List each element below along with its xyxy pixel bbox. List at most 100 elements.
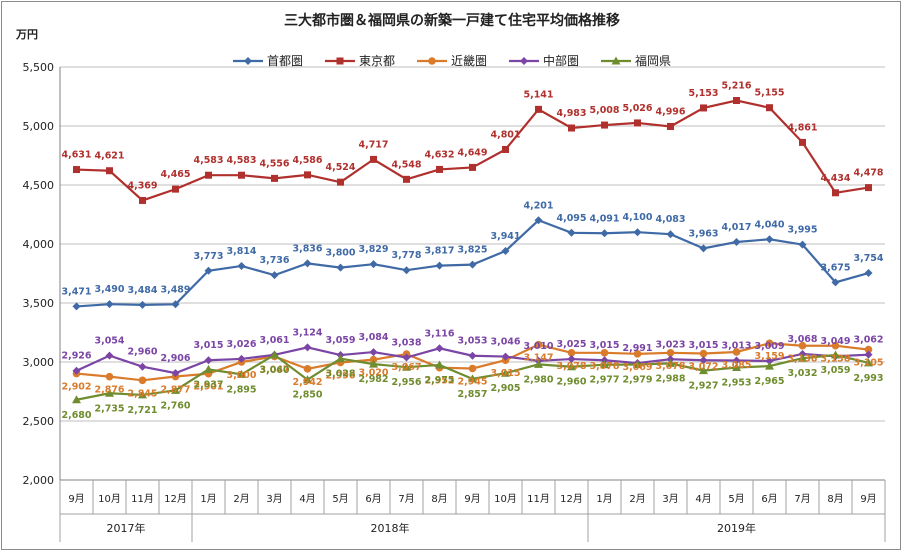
data-point: [138, 376, 147, 385]
data-label: 3,778: [391, 250, 421, 261]
x-tick-label: 1月: [200, 493, 216, 505]
data-point: [699, 349, 708, 358]
chart-title: 三大都市圏＆福岡県の新築一戸建て住宅平均価格推移: [284, 13, 620, 29]
data-label: 3,138: [820, 354, 850, 365]
data-point: [435, 344, 444, 353]
x-tick-label: 9月: [464, 493, 480, 505]
data-point: [666, 358, 675, 367]
data-point: [204, 364, 213, 373]
data-label: 3,028: [325, 369, 355, 380]
data-label: 2,965: [754, 376, 784, 387]
x-tick-label: 8月: [431, 493, 447, 505]
data-point: [864, 358, 873, 367]
data-point: [766, 104, 773, 112]
legend-item: 東京都: [324, 52, 395, 69]
data-point: [501, 246, 510, 255]
x-tick-label: 12月: [164, 493, 187, 505]
data-point: [304, 171, 311, 179]
data-label: 3,062: [853, 335, 883, 346]
data-label: 4,095: [556, 213, 586, 224]
data-point: [568, 124, 575, 132]
y-tick-label: 5,500: [23, 61, 55, 74]
legend: 首都圏 東京都 近畿圏 中部圏 福岡県: [0, 52, 904, 69]
legend-marker: [243, 56, 252, 65]
data-label: 2,721: [127, 405, 157, 416]
data-point: [699, 366, 708, 375]
data-label: 4,996: [655, 106, 685, 117]
data-label: 3,084: [358, 332, 388, 343]
data-label: 3,060: [259, 365, 289, 376]
data-label: 2,905: [490, 383, 520, 394]
data-label: 2,902: [61, 382, 91, 393]
data-point: [633, 359, 642, 368]
data-point: [72, 395, 81, 404]
legend-swatch: [232, 56, 263, 65]
x-tick-label: 9月: [860, 493, 876, 505]
data-point: [501, 352, 510, 361]
data-point: [369, 359, 378, 368]
data-point: [468, 260, 477, 269]
data-label: 4,983: [556, 108, 586, 119]
data-point: [733, 97, 740, 105]
data-label: 2,991: [622, 343, 652, 354]
data-point: [72, 366, 81, 375]
data-point: [105, 300, 114, 309]
data-point: [138, 390, 147, 399]
data-label: 4,524: [325, 162, 355, 173]
data-point: [468, 351, 477, 360]
data-label: 3,963: [688, 228, 718, 239]
data-point: [402, 353, 411, 362]
data-label: 4,583: [193, 155, 223, 166]
data-label: 2,680: [61, 410, 91, 421]
legend-item: 首都圏: [232, 52, 303, 69]
x-tick-label: 3月: [662, 493, 678, 505]
data-point: [72, 302, 81, 311]
data-label: 3,675: [820, 262, 850, 273]
data-point: [370, 155, 377, 163]
data-point: [534, 359, 543, 368]
data-label: 4,621: [94, 151, 124, 162]
data-point: [270, 271, 279, 280]
y-axis-unit: 万円: [16, 28, 38, 41]
data-label: 4,201: [523, 200, 553, 211]
data-point: [534, 216, 543, 225]
legend-marker: [611, 56, 621, 64]
data-point: [567, 228, 576, 237]
legend-swatch: [509, 56, 539, 65]
data-point: [864, 345, 873, 354]
data-label: 3,047: [259, 364, 289, 375]
x-tick-label: 2月: [233, 493, 249, 505]
data-point: [205, 171, 212, 179]
data-label: 3,026: [226, 339, 256, 350]
data-point: [403, 175, 410, 183]
data-label: 3,015: [490, 368, 520, 379]
data-label: 2,760: [160, 400, 190, 411]
data-point: [732, 237, 741, 246]
data-label: 3,825: [457, 245, 487, 256]
data-point: [699, 244, 708, 253]
data-point: [402, 266, 411, 275]
data-label: 2,927: [688, 381, 718, 392]
data-point: [600, 348, 609, 357]
data-label: 3,085: [721, 360, 751, 371]
x-tick-label: 7月: [398, 493, 414, 505]
data-label: 3,025: [556, 339, 586, 350]
data-label: 2,735: [94, 403, 124, 414]
data-point: [435, 261, 444, 270]
data-point: [732, 363, 741, 372]
x-tick-label: 4月: [695, 493, 711, 505]
data-point: [105, 372, 114, 381]
data-point: [501, 368, 510, 377]
data-point: [139, 196, 146, 204]
legend-label: 中部圏: [543, 54, 580, 68]
data-point: [303, 375, 312, 384]
x-tick-label: 6月: [365, 493, 381, 505]
data-label: 2,952: [424, 376, 454, 387]
data-label: 2,926: [61, 351, 91, 362]
data-point: [567, 362, 576, 371]
data-label: 3,020: [358, 368, 388, 379]
year-label: 2017年: [107, 521, 146, 535]
y-tick-label: 3,000: [23, 356, 55, 369]
data-point: [798, 353, 807, 362]
